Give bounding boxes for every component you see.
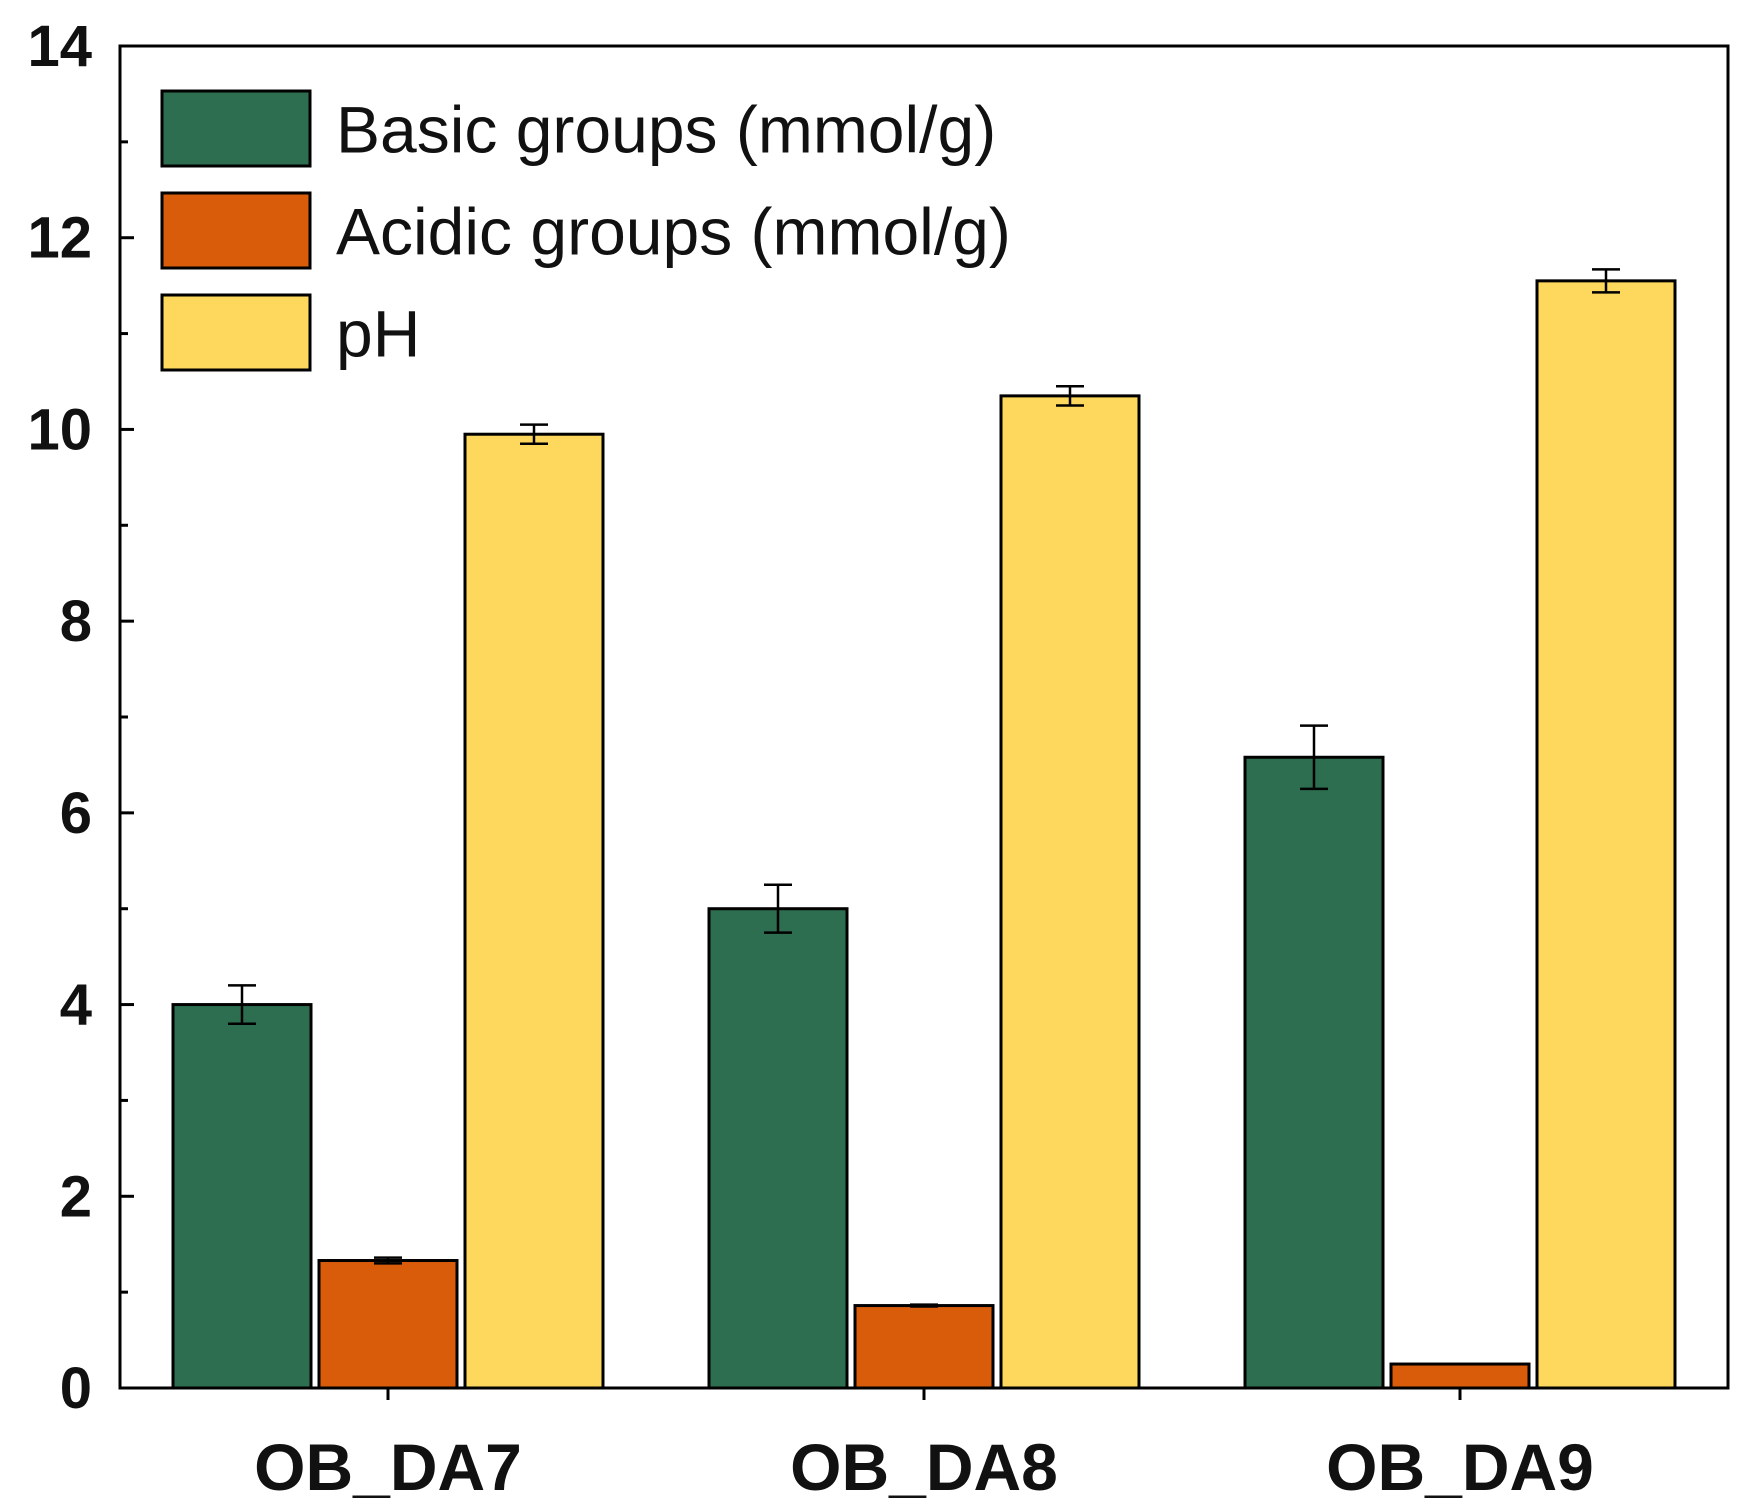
- x-tick-label: OB_DA9: [1326, 1430, 1594, 1504]
- error-bar-basic-groups-mmol-g-ob-da8: [764, 883, 792, 934]
- legend-swatch: [160, 191, 312, 270]
- error-bar-acidic-groups-mmol-g-ob-da8: [910, 1303, 938, 1308]
- legend: Basic groups (mmol/g) Acidic groups (mmol…: [160, 89, 1011, 372]
- legend-label: Basic groups (mmol/g): [336, 93, 996, 167]
- x-tick-label: OB_DA8: [790, 1430, 1058, 1504]
- error-bar-basic-groups-mmol-g-ob-da9: [1300, 724, 1328, 791]
- bar-acidic-groups-mmol-g-ob-da7: [317, 1259, 459, 1390]
- legend-label: Acidic groups (mmol/g): [336, 195, 1011, 269]
- y-tick-label: 12: [27, 206, 92, 271]
- bar-ph-ob-da8: [999, 394, 1141, 1390]
- error-bar-acidic-groups-mmol-g-ob-da7: [374, 1256, 402, 1265]
- legend-item-ph: pH: [160, 293, 420, 372]
- error-bar-ph-ob-da9: [1592, 268, 1620, 294]
- error-bar-ph-ob-da7: [520, 423, 548, 446]
- y-tick-label: 10: [27, 397, 92, 462]
- legend-item-acidic-groups-mmol-g: Acidic groups (mmol/g): [160, 191, 1011, 270]
- y-tick-label: 0: [60, 1356, 92, 1421]
- error-bar-basic-groups-mmol-g-ob-da7: [228, 984, 256, 1025]
- x-tick-label: OB_DA7: [254, 1430, 522, 1504]
- legend-item-basic-groups-mmol-g: Basic groups (mmol/g): [160, 89, 996, 168]
- y-tick-label: 4: [60, 973, 92, 1038]
- legend-label: pH: [336, 297, 420, 371]
- y-tick-label: 6: [60, 781, 92, 846]
- error-bar-ph-ob-da8: [1056, 385, 1084, 407]
- legend-swatch: [160, 89, 312, 168]
- bar-ph-ob-da9: [1535, 279, 1677, 1390]
- bar-basic-groups-mmol-g-ob-da7: [171, 1003, 313, 1390]
- bar-acidic-groups-mmol-g-ob-da8: [853, 1304, 995, 1390]
- y-tick-label: 2: [60, 1164, 92, 1229]
- y-tick-label: 14: [27, 14, 92, 79]
- bar-ph-ob-da7: [463, 432, 605, 1390]
- bar-basic-groups-mmol-g-ob-da9: [1243, 755, 1385, 1390]
- y-tick-label: 8: [60, 589, 92, 654]
- bar-basic-groups-mmol-g-ob-da8: [707, 907, 849, 1390]
- legend-swatch: [160, 293, 312, 372]
- bar-acidic-groups-mmol-g-ob-da9: [1389, 1362, 1531, 1390]
